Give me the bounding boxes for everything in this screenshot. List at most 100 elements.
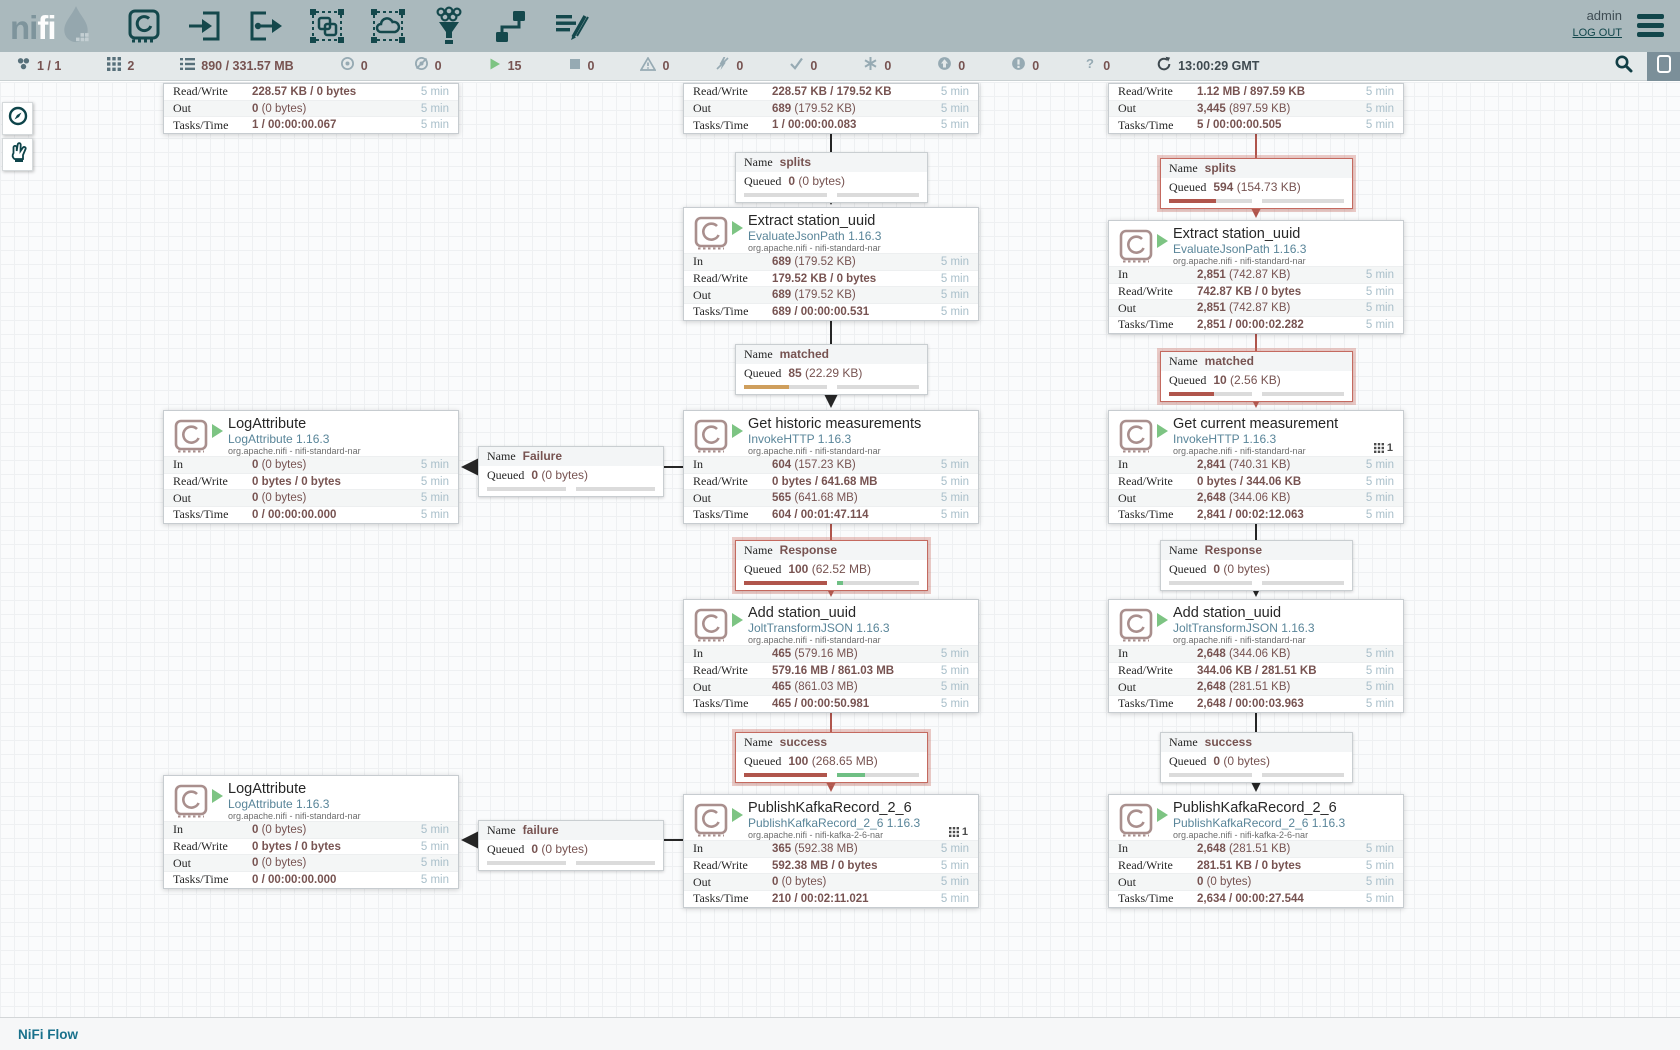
size-backpressure-bar <box>1261 199 1344 203</box>
processor-bundle: org.apache.nifi - nifi-standard-nar <box>1173 256 1306 267</box>
processor-title: Add station_uuid <box>748 605 857 621</box>
size-backpressure-bar <box>1261 581 1344 585</box>
user-area: admin LOG OUT <box>1572 7 1622 42</box>
processor-title: LogAttribute <box>228 416 307 432</box>
running-icon <box>488 57 502 76</box>
cluster-icon <box>16 56 31 76</box>
count-backpressure-bar <box>1169 581 1252 585</box>
processor-type: InvokeHTTP 1.16.3 <box>1173 431 1277 446</box>
count-backpressure-bar <box>487 487 566 491</box>
processor-get-historic-measurements[interactable]: Get historic measurements InvokeHTTP 1.1… <box>683 410 979 524</box>
status-locally-modified-stale: 0 <box>1011 56 1039 76</box>
processor-add-station-uuid-right[interactable]: Add station_uuid JoltTransformJSON 1.16.… <box>1108 599 1404 713</box>
panel-icon <box>1656 54 1672 79</box>
processor-add-station-uuid-middle[interactable]: Add station_uuid JoltTransformJSON 1.16.… <box>683 599 979 713</box>
processor-type: LogAttribute 1.16.3 <box>228 431 330 446</box>
flow-canvas[interactable]: Read/Write 228.57 KB / 0 bytes 5 min Out 0 … <box>0 82 1680 1017</box>
processor-publish-kafka-right[interactable]: PublishKafkaRecord_2_6 PublishKafkaRecor… <box>1108 794 1404 908</box>
status-disabled: 0 <box>715 56 743 76</box>
breadcrumb-bar: NiFi Flow <box>0 1017 1680 1050</box>
running-status-icon <box>732 424 743 438</box>
pan-hand-button[interactable] <box>2 138 33 171</box>
processor-extract-station-uuid-middle[interactable]: Extract station_uuid EvaluateJsonPath 1.… <box>683 207 979 321</box>
count-backpressure-bar <box>487 861 566 865</box>
count-backpressure-bar <box>744 193 827 197</box>
processor-stamp-icon <box>693 802 729 843</box>
logout-link[interactable]: LOG OUT <box>1572 26 1622 39</box>
connection-success-middle[interactable]: Name success Queued 100 (268.65 MB) <box>735 732 928 783</box>
processor-title: LogAttribute <box>228 781 307 797</box>
processor-partial-right[interactable]: Read/Write 1.12 MB / 897.59 KB 5 min Out 3,… <box>1108 83 1404 135</box>
disabled-icon <box>715 56 730 76</box>
refresh-icon[interactable] <box>1156 56 1172 77</box>
connection-matched-middle[interactable]: Name matched Queued 85 (22.29 KB) <box>735 344 928 395</box>
size-backpressure-bar <box>576 487 655 491</box>
connection-matched-right[interactable]: Name matched Queued 10 (2.56 KB) <box>1160 351 1353 402</box>
stopped-icon <box>568 57 582 76</box>
funnel-icon[interactable] <box>427 4 471 48</box>
processor-title: PublishKafkaRecord_2_6 <box>748 800 912 816</box>
process-group-icon[interactable] <box>305 4 349 48</box>
global-menu-icon[interactable] <box>1637 14 1664 41</box>
running-status-icon <box>1157 613 1168 627</box>
processor-icon[interactable] <box>122 4 166 48</box>
running-status-icon <box>212 789 223 803</box>
sync-failure-icon: ? <box>1085 56 1097 76</box>
size-backpressure-bar <box>836 773 919 777</box>
running-status-icon <box>1157 808 1168 822</box>
current-user: admin <box>1586 8 1622 23</box>
input-port-icon[interactable] <box>183 4 227 48</box>
running-status-icon <box>732 613 743 627</box>
status-connected-nodes: 1 / 1 <box>16 56 61 76</box>
processor-log-attribute-bottom[interactable]: LogAttribute LogAttribute 1.16.3 org.apa… <box>163 775 459 889</box>
label-icon[interactable] <box>549 4 593 48</box>
component-toolbar <box>122 4 593 48</box>
connection-response-middle[interactable]: Name Response Queued 100 (62.52 MB) <box>735 540 928 591</box>
processor-partial-left[interactable]: Read/Write 228.57 KB / 0 bytes 5 min Out 0 … <box>163 83 459 135</box>
processor-extract-station-uuid-right[interactable]: Extract station_uuid EvaluateJsonPath 1.… <box>1108 220 1404 334</box>
processor-stamp-icon <box>1118 418 1154 459</box>
template-icon[interactable] <box>488 4 532 48</box>
status-refresh: 13:00:29 GMT <box>1156 56 1259 77</box>
output-port-icon[interactable] <box>244 4 288 48</box>
count-backpressure-bar <box>744 773 827 777</box>
remote-process-group-icon[interactable] <box>366 4 410 48</box>
active-threads-badge: 1 <box>948 826 968 838</box>
connection-splits-right[interactable]: Name splits Queued 594 (154.73 KB) <box>1160 158 1353 209</box>
processor-title: Extract station_uuid <box>1173 226 1301 242</box>
count-backpressure-bar <box>1169 773 1252 777</box>
birdseye-toggle-button[interactable] <box>2 102 33 135</box>
processor-type: InvokeHTTP 1.16.3 <box>748 431 852 446</box>
locally-modified-icon <box>863 56 878 76</box>
processor-get-current-measurement[interactable]: Get current measurement InvokeHTTP 1.16.… <box>1108 410 1404 524</box>
connection-failure-bottom[interactable]: Name failure Queued 0 (0 bytes) <box>478 820 664 871</box>
search-icon[interactable] <box>1614 54 1633 78</box>
processor-bundle: org.apache.nifi - nifi-standard-nar <box>748 446 881 457</box>
breadcrumb[interactable]: NiFi Flow <box>18 1026 78 1042</box>
processor-stamp-icon <box>173 418 209 459</box>
status-running: 15 <box>488 57 522 76</box>
transmitting-icon <box>340 56 355 76</box>
connection-failure-top[interactable]: Name Failure Queued 0 (0 bytes) <box>478 446 664 497</box>
last-refresh-time: 13:00:29 GMT <box>1178 59 1260 73</box>
processor-stamp-icon <box>693 607 729 648</box>
status-active-threads: 2 <box>107 56 134 76</box>
panel-toggle-button[interactable] <box>1647 51 1680 81</box>
count-backpressure-bar <box>744 581 827 585</box>
status-invalid: 0 <box>639 55 669 76</box>
processor-bundle: org.apache.nifi - nifi-standard-nar <box>1173 446 1306 457</box>
processor-title: PublishKafkaRecord_2_6 <box>1173 800 1337 816</box>
processor-title: Extract station_uuid <box>748 213 876 229</box>
processor-log-attribute-top[interactable]: LogAttribute LogAttribute 1.16.3 org.apa… <box>163 410 459 524</box>
processor-partial-middle[interactable]: Read/Write 228.57 KB / 179.52 KB 5 min Out… <box>683 83 979 135</box>
connection-response-right[interactable]: Name Response Queued 0 (0 bytes) <box>1160 540 1353 591</box>
processor-publish-kafka-middle[interactable]: PublishKafkaRecord_2_6 PublishKafkaRecor… <box>683 794 979 908</box>
stale-icon <box>937 56 952 76</box>
size-backpressure-bar <box>836 193 919 197</box>
connection-splits-middle[interactable]: Name splits Queued 0 (0 bytes) <box>735 152 928 203</box>
processor-stamp-icon <box>173 783 209 824</box>
size-backpressure-bar <box>1261 773 1344 777</box>
processor-type: JoltTransformJSON 1.16.3 <box>748 620 890 635</box>
connection-success-right[interactable]: Name success Queued 0 (0 bytes) <box>1160 732 1353 783</box>
status-sync-failure: ? 0 <box>1085 56 1110 76</box>
